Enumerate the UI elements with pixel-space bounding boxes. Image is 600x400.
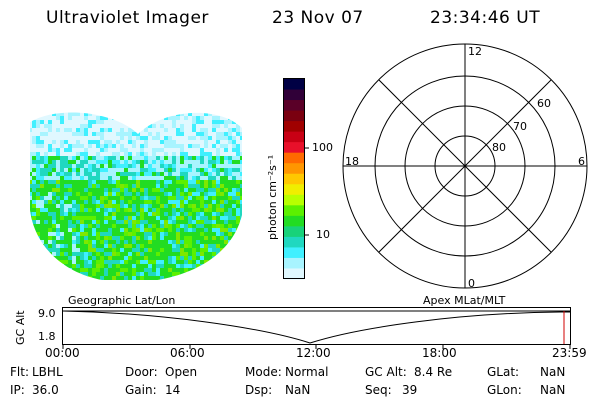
colorbar-band: [284, 110, 304, 122]
dsp-label: Dsp:: [245, 383, 273, 397]
mode-label: Mode:: [245, 365, 282, 379]
colorbar-tick-10: 10: [316, 228, 330, 241]
mlt-label-12: 12: [468, 45, 482, 58]
polar-grid: [342, 43, 588, 289]
glon-label: GLon:: [487, 383, 522, 397]
colorbar-band: [284, 194, 304, 206]
aurora-pixels: [30, 112, 242, 280]
colorbar-band: [284, 236, 304, 248]
mlt-label-18: 18: [345, 155, 359, 168]
colorbar-band: [284, 226, 304, 238]
aurora-image: [30, 112, 242, 280]
door-value: Open: [165, 365, 198, 379]
ip-label: IP:: [10, 383, 25, 397]
gc-alt-label: GC Alt:: [365, 365, 407, 379]
colorbar-band: [284, 247, 304, 259]
colorbar-band: [284, 89, 304, 101]
y-min-label: 1.8: [38, 330, 56, 343]
apex-title: Apex MLat/MLT: [423, 294, 506, 307]
time-label: 23:34:46 UT: [430, 8, 541, 28]
geographic-title: Geographic Lat/Lon: [68, 294, 176, 307]
x-tick-2359: 23:59: [552, 346, 587, 360]
seq-value: 39: [402, 383, 418, 397]
gc-alt-value: 8.4 Re: [414, 365, 453, 379]
glat-label: GLat:: [487, 365, 520, 379]
x-tick-1800: 18:00: [422, 346, 457, 360]
colorbar-unit-label: photon cm⁻²s⁻¹: [266, 154, 279, 240]
y-max-label: 9.0: [38, 307, 56, 320]
mlat-label-70: 70: [513, 120, 527, 133]
polar-diagonal-2: [378, 79, 552, 253]
colorbar-band: [284, 152, 304, 164]
x-tick-0000: 00:00: [45, 346, 80, 360]
flt-value: LBHL: [32, 365, 63, 379]
colorbar-tick-100: 100: [312, 141, 333, 154]
colorbar: [283, 78, 309, 280]
mlat-label-80: 80: [492, 141, 506, 154]
colorbar-band: [284, 121, 304, 133]
ip-value: 36.0: [32, 383, 59, 397]
dsp-value: NaN: [285, 383, 311, 397]
flt-label: Flt:: [10, 365, 29, 379]
x-tick-0600: 06:00: [170, 346, 205, 360]
colorbar-band: [284, 215, 304, 227]
altitude-curve: [62, 310, 570, 344]
colorbar-band: [284, 131, 304, 143]
mlat-label-60: 60: [537, 97, 551, 110]
colorbar-band: [284, 268, 304, 280]
mode-value: Normal: [285, 365, 329, 379]
colorbar-band: [284, 163, 304, 175]
gc-alt-axis-label: GC Alt: [14, 310, 27, 345]
glat-value: NaN: [540, 365, 566, 379]
gain-value: 14: [165, 383, 181, 397]
timeline-frame: [62, 307, 571, 345]
colorbar-band: [284, 79, 304, 91]
colorbar-band: [284, 257, 304, 269]
instrument-title: Ultraviolet Imager: [46, 8, 209, 28]
colorbar-band: [284, 100, 304, 112]
date-label: 23 Nov 07: [272, 8, 364, 28]
seq-label: Seq:: [365, 383, 392, 397]
colorbar-band: [284, 205, 304, 217]
x-tick-1200: 12:00: [296, 346, 331, 360]
mlt-label-6: 6: [578, 155, 585, 168]
gain-label: Gain:: [125, 383, 157, 397]
colorbar-band: [284, 184, 304, 196]
door-label: Door:: [125, 365, 158, 379]
colorbar-band: [284, 142, 304, 154]
altitude-timeline: [62, 307, 571, 349]
mlt-label-0: 0: [468, 277, 475, 290]
glon-value: NaN: [540, 383, 566, 397]
colorbar-band: [284, 173, 304, 185]
